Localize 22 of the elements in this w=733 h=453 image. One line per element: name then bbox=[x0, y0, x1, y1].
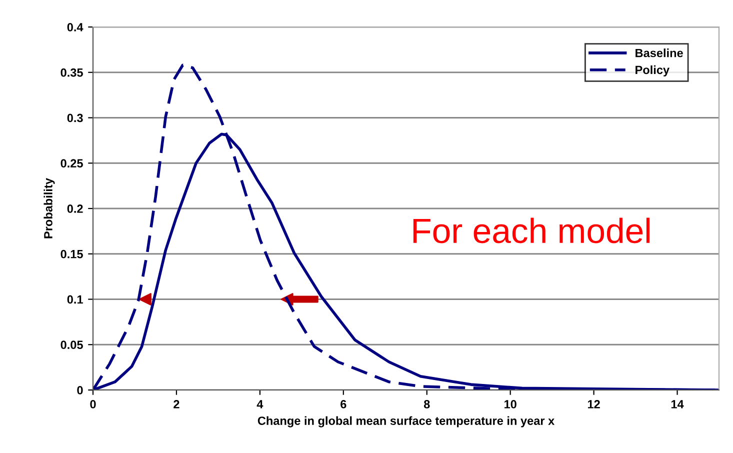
legend-label: Baseline bbox=[636, 48, 683, 58]
x-tick-label: 8 bbox=[424, 400, 430, 408]
x-tick-label: 6 bbox=[340, 400, 346, 408]
y-axis-title: Probability bbox=[44, 178, 55, 238]
y-tick-label: 0.1 bbox=[67, 295, 83, 304]
y-tick-label: 0.2 bbox=[67, 204, 83, 213]
y-tick-label: 0 bbox=[77, 386, 83, 394]
y-tick-label: 0.25 bbox=[60, 159, 83, 168]
x-tick-label: 14 bbox=[671, 400, 684, 408]
legend-label: Policy bbox=[636, 65, 670, 76]
x-tick-label: 4 bbox=[256, 400, 264, 408]
y-tick-label: 0.4 bbox=[67, 23, 84, 32]
x-tick-label: 12 bbox=[588, 400, 600, 408]
y-tick-label: 0.35 bbox=[60, 68, 83, 77]
x-tick-label: 10 bbox=[504, 400, 516, 408]
y-tick-label: 0.15 bbox=[60, 250, 83, 258]
y-tick-label: 0.05 bbox=[60, 340, 83, 350]
x-axis-title: Change in global mean surface temperature in year x bbox=[258, 416, 555, 428]
x-tick-label: 0 bbox=[90, 400, 96, 408]
y-tick-label: 0.3 bbox=[67, 114, 83, 122]
x-tick-label: 2 bbox=[174, 400, 180, 408]
annotation: For each model bbox=[413, 218, 650, 244]
